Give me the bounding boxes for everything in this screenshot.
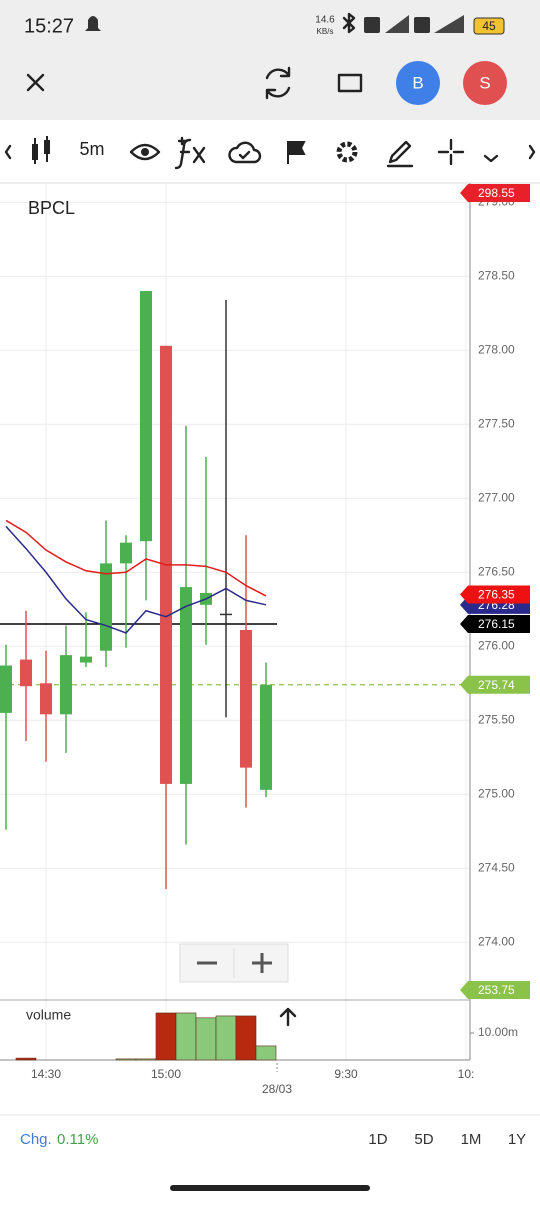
period-button[interactable]: 5D <box>414 1131 433 1148</box>
avatar-s[interactable] <box>463 61 507 105</box>
y-tick-label: 278.50 <box>478 268 515 282</box>
close-button[interactable] <box>26 73 45 92</box>
scroll-arrows[interactable] <box>4 144 536 160</box>
y-tick-label: 277.50 <box>478 416 515 430</box>
volume-bar <box>215 1015 237 1061</box>
chart-type-button[interactable] <box>32 136 50 164</box>
layout-button[interactable] <box>337 73 363 93</box>
price-tag-label: 276.15 <box>478 617 515 631</box>
x-tick-label: 10: <box>458 1067 475 1081</box>
vonr-icon <box>414 17 430 33</box>
y-tick-label: 275.00 <box>478 786 515 800</box>
price-tag <box>460 585 530 604</box>
y-tick-label: 275.50 <box>478 712 515 726</box>
volume-label: volume <box>26 1007 71 1023</box>
candle-body <box>120 542 132 564</box>
collapse-volume-button[interactable] <box>279 1007 297 1027</box>
candle-body <box>20 659 32 687</box>
price-tag <box>460 615 530 634</box>
chart-title: BPCL <box>28 198 75 218</box>
x-tick-label: 9:30 <box>334 1067 358 1081</box>
draw-button[interactable] <box>386 140 414 168</box>
ma-line <box>5 525 267 634</box>
y-tick-label: 274.50 <box>478 860 515 874</box>
price-tag-label: 276.35 <box>478 588 515 602</box>
change-label: Chg. <box>20 1131 52 1148</box>
flag-button[interactable] <box>287 141 306 164</box>
volume-tick-label: 10.00m <box>478 1025 518 1039</box>
price-tag-label: 275.74 <box>478 678 515 692</box>
y-tick-label: 277.00 <box>478 490 515 504</box>
price-tag-label: 298.55 <box>478 186 515 200</box>
ma-line <box>5 519 267 597</box>
more-button[interactable] <box>483 154 499 163</box>
candle-body <box>240 629 252 768</box>
y-tick-label: 276.50 <box>478 564 515 578</box>
volte-icon <box>364 17 380 33</box>
volume-bar <box>255 1045 277 1061</box>
y-tick-label: 274.00 <box>478 934 515 948</box>
cloud-button[interactable] <box>228 141 262 164</box>
avatar-s-label: S <box>479 73 490 92</box>
volume-bar <box>135 1058 157 1061</box>
avatar-b-label: B <box>412 73 423 92</box>
settings-button[interactable] <box>336 141 358 163</box>
chart: 274.00 274.50 275.00 275.50 276.00 276.50 277.… <box>0 183 530 1096</box>
candle-body <box>140 291 152 542</box>
x-tick-label: 15:00 <box>151 1067 181 1081</box>
candle-body <box>180 587 192 784</box>
indicator-button[interactable] <box>174 136 206 170</box>
nav-handle <box>170 1185 370 1191</box>
candle-body <box>80 656 92 663</box>
x-tick-label: 14:30 <box>31 1067 61 1081</box>
period-button[interactable]: 1D <box>368 1131 387 1148</box>
battery-icon <box>473 17 505 35</box>
candle-body <box>100 563 112 651</box>
candle-body <box>40 683 52 715</box>
interval-button[interactable]: 5m <box>79 139 104 159</box>
signal-icon <box>385 15 409 33</box>
price-tag <box>460 184 530 202</box>
volume-bar <box>115 1058 137 1061</box>
eye-button[interactable] <box>129 143 161 161</box>
signal-icon-2 <box>434 15 464 33</box>
refresh-button[interactable] <box>265 66 291 100</box>
avatar-b[interactable] <box>396 61 440 105</box>
volume-bar <box>15 1057 37 1061</box>
y-tick-label: 278.00 <box>478 342 515 356</box>
crosshair-button[interactable] <box>437 138 465 166</box>
period-buttons: 1D 5D 1M 1Y <box>368 1131 526 1148</box>
battery-level: 45 <box>482 19 496 33</box>
volume-bar <box>175 1012 197 1061</box>
date-label: 28/03 <box>262 1082 292 1096</box>
change-value: 0.11% <box>57 1131 98 1148</box>
candle-body <box>0 665 12 713</box>
y-tick-label: 276.00 <box>478 638 515 652</box>
candle-body <box>260 684 272 790</box>
status-time: 15:27 <box>24 15 74 37</box>
volume-bar <box>155 1012 177 1061</box>
candle-body <box>220 613 232 616</box>
volume-bar <box>195 1017 217 1061</box>
snapchat-icon <box>85 16 101 31</box>
toolbar <box>0 120 540 183</box>
eye-pupil <box>141 148 149 156</box>
period-button[interactable]: 1M <box>461 1131 482 1148</box>
period-button[interactable]: 1Y <box>508 1131 526 1148</box>
zoom-in-button[interactable] <box>252 953 272 973</box>
net-speed: 14.6 <box>315 15 335 26</box>
price-tag <box>460 981 530 999</box>
price-tag <box>460 675 530 694</box>
candle-body <box>60 655 72 715</box>
bluetooth-icon <box>342 12 356 34</box>
volume-bar <box>235 1015 257 1061</box>
price-tag-label: 253.75 <box>478 983 515 997</box>
net-unit: KB/s <box>317 27 334 36</box>
